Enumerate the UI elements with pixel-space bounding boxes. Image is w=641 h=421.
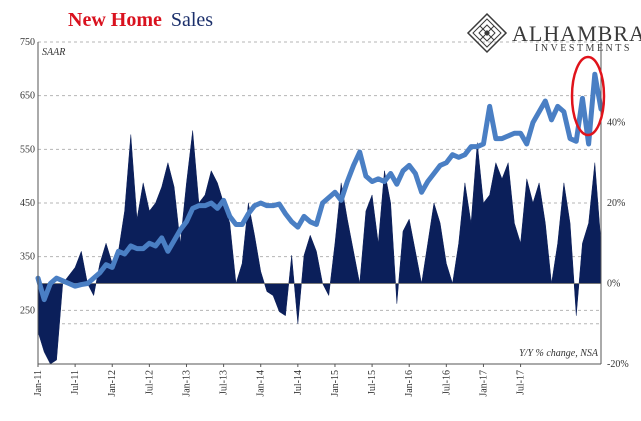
right-tick-label: 0%: [607, 279, 620, 290]
left-tick-label: 450: [20, 198, 35, 209]
right-tick-label: 40%: [607, 118, 625, 129]
right-tick-label: 20%: [607, 198, 625, 209]
x-tick-label: Jul-11: [70, 370, 81, 395]
saar-line-series: [35, 71, 604, 303]
x-tick-label: Jul-17: [516, 370, 527, 395]
chart-title: New Home Sales: [68, 9, 213, 31]
alhambra-logo: ALHAMBRA INVESTMENTS: [466, 12, 641, 54]
highlight-circle: [570, 55, 606, 137]
yoy-area-series: [37, 130, 602, 365]
x-axis-ticks: Jan-11 Jul-11 Jan-12 Jul-12 Jan-13 Jul-13 Jan-…: [33, 364, 527, 397]
x-tick-label: Jan-16: [404, 370, 415, 397]
right-tick-label: -20%: [607, 359, 629, 370]
left-tick-label: 750: [20, 37, 35, 48]
right-axis-ticks: 0% 20% 40% -20%: [607, 118, 629, 371]
saar-line: [35, 71, 604, 303]
x-tick-label: Jan-12: [107, 370, 118, 397]
left-tick-label: 550: [20, 144, 35, 155]
x-tick-label: Jan-14: [256, 370, 267, 397]
x-tick-label: Jul-14: [293, 370, 304, 395]
left-axis-ticks: 250 350 450 550 650 750: [20, 37, 35, 316]
title-part-2: Sales: [171, 9, 213, 31]
x-tick-label: Jan-13: [181, 370, 192, 397]
left-tick-label: 650: [20, 91, 35, 102]
x-tick-label: Jul-13: [219, 370, 230, 395]
logo-sub: INVESTMENTS: [535, 43, 632, 54]
left-tick-label: 250: [20, 305, 35, 316]
x-tick-label: Jul-12: [144, 370, 155, 395]
left-tick-label: 350: [20, 252, 35, 263]
x-tick-label: Jul-15: [367, 370, 378, 395]
left-axis-note: SAAR: [42, 47, 65, 58]
right-axis-note: Y/Y % change, NSA: [519, 348, 599, 359]
diamond-lattice-icon: [466, 12, 508, 54]
x-tick-label: Jan-17: [478, 370, 489, 397]
title-part-1: New Home: [68, 9, 162, 31]
x-tick-label: Jan-15: [330, 370, 341, 397]
logo-name: ALHAMBRA: [512, 21, 641, 46]
x-tick-label: Jan-11: [33, 370, 44, 396]
x-tick-label: Jul-16: [441, 370, 452, 395]
